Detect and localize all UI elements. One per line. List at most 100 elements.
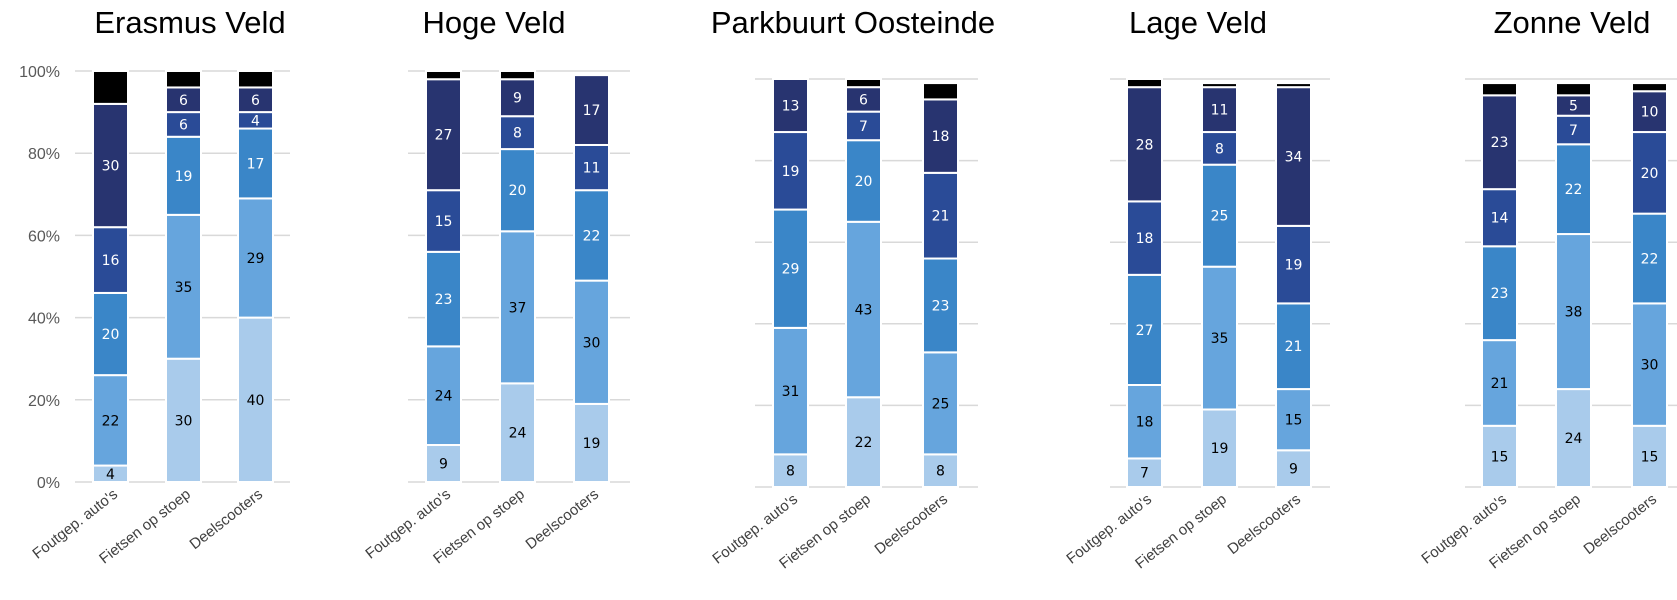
bar-segment: [845, 86, 882, 113]
bar-segment: [1275, 82, 1312, 89]
data-label: 20: [855, 174, 873, 190]
data-label: 9: [1289, 462, 1298, 478]
data-label: 13: [782, 99, 800, 115]
bar-segment: [499, 115, 536, 151]
bar-segment: [1631, 212, 1668, 305]
bar-segment: [845, 139, 882, 223]
bar-segment: [1201, 163, 1238, 268]
bar-segment: [772, 78, 809, 134]
bar-segment: [165, 213, 202, 360]
data-label: 43: [855, 303, 873, 319]
data-label: 6: [859, 92, 868, 108]
bar-segment: [1555, 388, 1592, 488]
data-label: 7: [1569, 123, 1578, 139]
data-label: 22: [855, 435, 873, 451]
data-label: 11: [1211, 103, 1229, 119]
bar-segment: [1275, 224, 1312, 305]
data-label: 9: [513, 91, 522, 107]
data-label: 38: [1565, 305, 1583, 321]
data-label: 17: [583, 103, 601, 119]
data-label: 19: [1211, 441, 1229, 457]
data-label: 25: [932, 396, 950, 412]
data-label: 25: [1211, 209, 1229, 225]
data-label: 7: [1140, 466, 1149, 482]
chart-title: Hoge Veld: [422, 5, 565, 40]
data-label: 23: [1491, 286, 1509, 302]
chart-title: Parkbuurt Oosteinde: [711, 5, 995, 40]
data-label: 23: [435, 292, 453, 308]
data-label: 10: [1641, 105, 1659, 121]
data-label: 19: [175, 169, 193, 185]
bar-segment: [1631, 302, 1668, 427]
bar-segment: [573, 143, 610, 192]
bar-segment: [1201, 82, 1238, 89]
data-label: 30: [175, 413, 193, 429]
data-label: 15: [435, 214, 453, 230]
bar-segment: [845, 78, 882, 89]
y-tick-label: 60%: [28, 228, 60, 245]
bar-segment: [772, 208, 809, 329]
y-tick-label: 80%: [28, 146, 60, 163]
bar-segment: [165, 357, 202, 484]
bar-segment: [1126, 78, 1163, 89]
data-label: 4: [106, 467, 115, 483]
bar-segment: [1555, 233, 1592, 391]
data-label: 23: [932, 298, 950, 314]
bar-segment: [92, 102, 129, 229]
chart-panel-1: Erasmus Veld0%20%40%60%80%100%422201630F…: [19, 5, 290, 567]
bar-segment: [425, 250, 462, 348]
data-label: 21: [1285, 339, 1303, 355]
data-label: 7: [859, 119, 868, 135]
data-label: 22: [1641, 252, 1659, 268]
data-label: 18: [1136, 231, 1154, 247]
bar-segment: [425, 345, 462, 447]
bar-segment: [499, 70, 536, 81]
data-label: 24: [435, 389, 453, 405]
data-label: 19: [583, 436, 601, 452]
data-label: 19: [1285, 258, 1303, 274]
bar-segment: [772, 453, 809, 488]
data-label: 16: [102, 253, 120, 269]
x-category-label: Deelscooters: [1225, 491, 1304, 558]
bar-segment: [1126, 384, 1163, 460]
data-label: 8: [513, 126, 522, 142]
bar-segment: [425, 189, 462, 253]
x-category-label: Deelscooters: [872, 491, 951, 558]
chart-title: Zonne Veld: [1494, 5, 1651, 40]
data-label: 15: [1491, 449, 1509, 465]
y-tick-label: 100%: [19, 64, 60, 81]
x-category-label: Deelscooters: [1581, 491, 1660, 558]
bar-segment: [1201, 86, 1238, 134]
data-label: 18: [932, 129, 950, 145]
bar-segment: [1555, 82, 1592, 97]
data-label: 17: [247, 156, 265, 172]
bar-segment: [922, 257, 959, 354]
x-category-label: Deelscooters: [187, 486, 266, 553]
data-label: 20: [102, 327, 120, 343]
bar-segment: [573, 74, 610, 146]
data-label: 18: [1136, 415, 1154, 431]
bar-segment: [237, 197, 274, 319]
bar-segment: [165, 135, 202, 216]
data-label: 6: [179, 93, 188, 109]
data-label: 31: [782, 384, 800, 400]
data-label: 8: [786, 464, 795, 480]
bar-segment: [922, 82, 959, 101]
data-label: 20: [509, 183, 527, 199]
data-label: 23: [1491, 135, 1509, 151]
y-tick-label: 40%: [28, 311, 60, 328]
bar-segment: [922, 98, 959, 174]
bar-segment: [1481, 82, 1518, 97]
data-label: 5: [1569, 99, 1578, 115]
data-label: 19: [782, 164, 800, 180]
bar-segment: [237, 127, 274, 200]
bar-segment: [1481, 424, 1518, 488]
data-label: 6: [251, 93, 260, 109]
bar-segment: [92, 291, 129, 377]
bar-segment: [165, 111, 202, 138]
bar-segment: [1275, 388, 1312, 452]
